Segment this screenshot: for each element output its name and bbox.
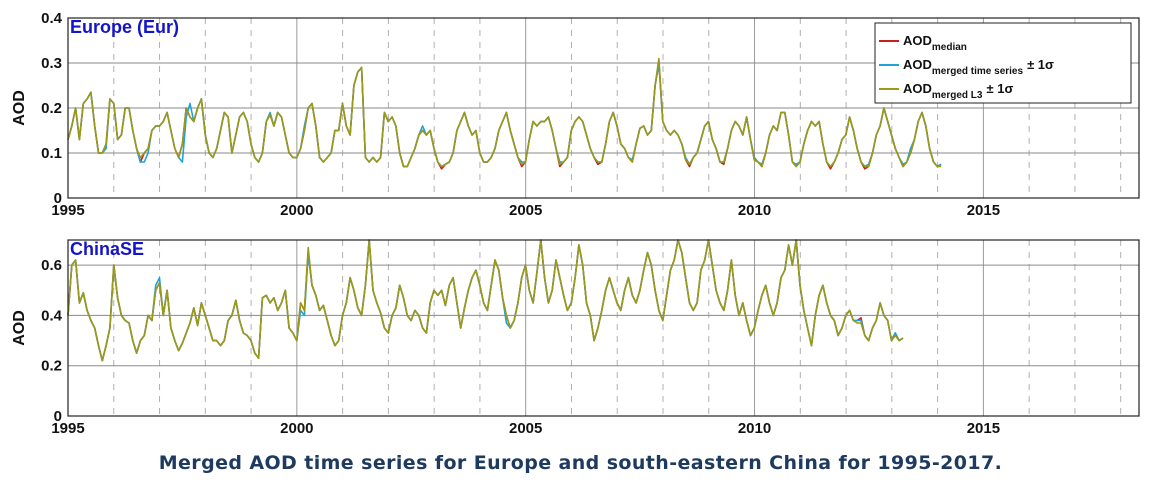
y-axis-label: AOD [11, 90, 28, 126]
series-line-3 [67, 239, 904, 362]
x-tick-label: 1995 [51, 202, 84, 219]
legend-subscript: merged time series [932, 66, 1024, 77]
y-tick-label: 0.1 [41, 145, 62, 162]
plot-area [68, 240, 1139, 416]
legend-box [874, 22, 1132, 104]
legend-subscript: merged L3 [932, 90, 983, 101]
y-axis-label: AOD [11, 310, 28, 346]
legend-subscript: median [932, 42, 967, 53]
panel-title: ChinaSE [70, 239, 144, 259]
y-tick-label: 0.2 [41, 358, 62, 375]
legend-entry-3: AODmerged L3 ± 1σ [903, 81, 1013, 101]
x-tick-label: 2005 [509, 202, 542, 219]
legend-suffix: ± 1σ [1027, 57, 1054, 72]
chart-panel-chinase: 0 0.2 0.4 0.6 1995 2000 2005 2010 2015 AOD ChinaSE [11, 239, 1140, 437]
legend-main: AOD [903, 33, 932, 48]
chart-panel-europe: 0 0.1 0.2 0.3 0.4 1995 2000 2005 2010 2015 AOD Euro… [11, 10, 1140, 219]
y-tick-label: 0 [54, 408, 62, 425]
legend-main: AOD [903, 81, 932, 96]
legend-suffix: ± 1σ [986, 81, 1013, 96]
y-tick-label: 0.4 [41, 307, 63, 324]
x-tick-label: 2010 [738, 202, 771, 219]
x-tick-label: 2000 [280, 202, 313, 219]
y-tick-label: 0.4 [41, 10, 63, 27]
y-tick-label: 0 [54, 190, 62, 207]
axes-frame [67, 239, 1140, 417]
legend-entry-1: AODmedian [903, 33, 967, 53]
x-tick-label: 2000 [280, 420, 313, 437]
axes-frame [67, 17, 1140, 199]
panel-title: Europe (Eur) [70, 17, 179, 37]
y-tick-label: 0.3 [41, 55, 62, 72]
x-tick-label: 1995 [51, 420, 84, 437]
y-tick-label: 0.6 [41, 257, 62, 274]
x-tick-label: 2005 [509, 420, 542, 437]
x-tick-label: 2010 [738, 420, 771, 437]
legend-main: AOD [903, 57, 932, 72]
y-tick-label: 0.2 [41, 100, 62, 117]
x-tick-label: 2015 [967, 420, 1000, 437]
series-line-3 [67, 57, 942, 168]
legend-entry-2: AODmerged time series ± 1σ [903, 57, 1054, 77]
x-tick-label: 2015 [967, 202, 1000, 219]
figure-caption: Merged AOD time series for Europe and so… [158, 452, 1003, 474]
